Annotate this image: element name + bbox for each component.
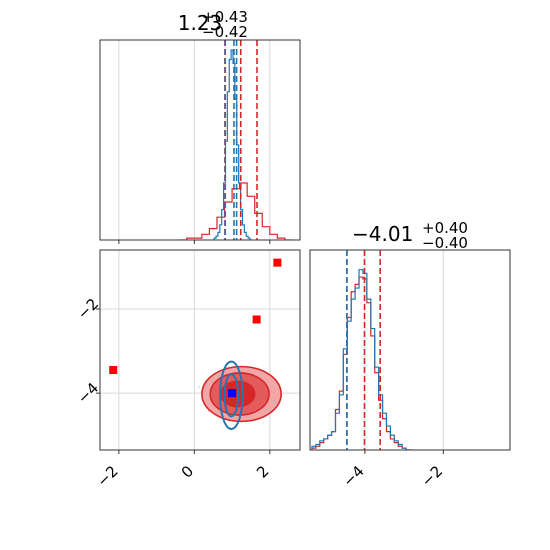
param1-title-main: 1.23 bbox=[178, 11, 223, 35]
param2-frame bbox=[309, 249, 511, 451]
joint-blue-contour bbox=[223, 373, 240, 418]
joint-xtick-label: −2 bbox=[93, 462, 121, 490]
joint-scatter-panel: −2 0 2 −4 −2 bbox=[74, 249, 301, 490]
param2-title-sub: −0.40 bbox=[422, 234, 468, 252]
param1-title-sub: −0.42 bbox=[202, 23, 248, 41]
param2-hist-red bbox=[311, 276, 414, 450]
joint-blue-contour bbox=[219, 360, 244, 430]
joint-blue-marker bbox=[228, 389, 237, 398]
param1-title-sup: +0.43 bbox=[202, 8, 248, 26]
joint-frame bbox=[99, 249, 301, 451]
joint-ytick-label: −2 bbox=[74, 295, 102, 323]
param1-frame bbox=[99, 39, 301, 241]
param2-hist-blue bbox=[311, 269, 410, 450]
clip-pj-clipped bbox=[100, 250, 300, 450]
clip-p2-clipped bbox=[311, 250, 444, 450]
joint-sample-dot bbox=[198, 386, 201, 388]
param2-xtick-label: −4 bbox=[339, 462, 367, 490]
param2-histogram-panel: −4 −2 bbox=[309, 249, 511, 490]
clip-p1-clipped bbox=[118, 40, 293, 240]
param1-hist-red bbox=[179, 182, 293, 240]
joint-xtick-label: 2 bbox=[253, 462, 272, 481]
param1-histogram-panel bbox=[99, 39, 301, 244]
joint-red-marker bbox=[109, 366, 118, 374]
param1-title: 1.23 bbox=[178, 11, 223, 35]
joint-ytick-label: −4 bbox=[74, 379, 102, 407]
param2-title-main: −4.01 bbox=[352, 222, 413, 246]
param1-hist-blue bbox=[213, 49, 252, 240]
joint-xtick-label: 0 bbox=[178, 462, 197, 481]
param2-xtick-label: −2 bbox=[418, 462, 446, 490]
joint-red-marker bbox=[273, 258, 282, 267]
joint-red-marker bbox=[252, 315, 261, 324]
param2-title-sup: +0.40 bbox=[422, 219, 468, 237]
